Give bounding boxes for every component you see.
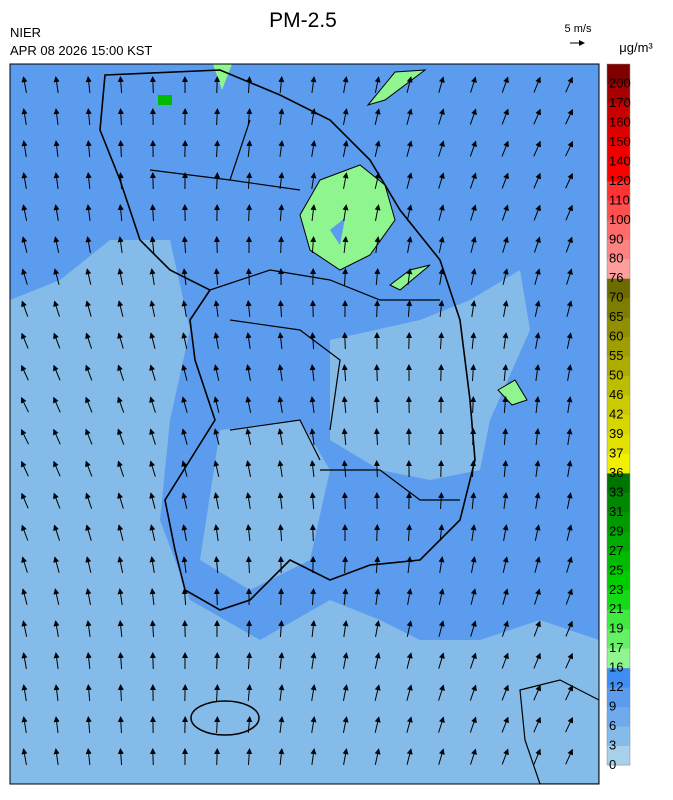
colorbar-label: 3 [609, 738, 616, 753]
colorbar-label: 46 [609, 387, 623, 402]
colorbar-label: 100 [609, 212, 631, 227]
colorbar-label: 55 [609, 348, 623, 363]
wind-arrow [153, 653, 154, 669]
wind-arrow [217, 749, 218, 765]
wind-arrow [345, 333, 346, 349]
wind-arrow [153, 77, 154, 93]
colorbar-label: 36 [609, 465, 623, 480]
colorbar-label: 80 [609, 251, 623, 266]
colorbar-label: 50 [609, 368, 623, 383]
colorbar-label: 27 [609, 543, 623, 558]
colorbar-label: 25 [609, 562, 623, 577]
colorbar-label: 0 [609, 757, 616, 772]
colorbar-label: 29 [609, 523, 623, 538]
moderate-patch [158, 95, 172, 105]
colorbar-label: 23 [609, 582, 623, 597]
colorbar-label: 60 [609, 329, 623, 344]
wind-scale-label: 5 m/s [565, 23, 592, 35]
colorbar-label: 160 [609, 114, 631, 129]
colorbar-label: 42 [609, 407, 623, 422]
wind-arrow [313, 525, 314, 541]
wind-arrow [249, 621, 250, 637]
wind-arrow [217, 173, 218, 189]
colorbar-label: 70 [609, 290, 623, 305]
colorbar-label: 76 [609, 270, 623, 285]
wind-arrow [473, 429, 474, 445]
colorbar-label: 90 [609, 231, 623, 246]
colorbar-label: 140 [609, 153, 631, 168]
wind-arrow [217, 589, 218, 605]
colorbar-label: 31 [609, 504, 623, 519]
colorbar-label: 16 [609, 660, 623, 675]
colorbar-label: 170 [609, 95, 631, 110]
wind-arrow [217, 653, 218, 669]
colorbar-label: 39 [609, 426, 623, 441]
wind-arrow [377, 365, 378, 381]
colorbar-label: 21 [609, 601, 623, 616]
colorbar-label: 12 [609, 679, 623, 694]
wind-arrow [377, 301, 378, 317]
map [10, 64, 599, 784]
agency: NIER [10, 25, 41, 40]
wind-arrow [281, 237, 282, 253]
colorbar: 0369121617192123252729313336373942465055… [607, 64, 631, 772]
colorbar-label: 33 [609, 484, 623, 499]
colorbar-label: 120 [609, 173, 631, 188]
colorbar-label: 6 [609, 718, 616, 733]
colorbar-label: 65 [609, 309, 623, 324]
wind-arrow [153, 749, 154, 765]
wind-arrow [377, 525, 378, 541]
colorbar-label: 110 [609, 192, 630, 207]
title: PM-2.5 [269, 9, 337, 32]
colorbar-label: 17 [609, 640, 623, 655]
legend-unit: μg/m³ [619, 40, 653, 55]
timestamp: APR 08 2026 15:00 KST [10, 43, 152, 58]
colorbar-label: 9 [609, 699, 616, 714]
colorbar-label: 200 [609, 75, 631, 90]
colorbar-label: 37 [609, 445, 623, 460]
colorbar-label: 19 [609, 621, 623, 636]
colorbar-label: 150 [609, 134, 631, 149]
